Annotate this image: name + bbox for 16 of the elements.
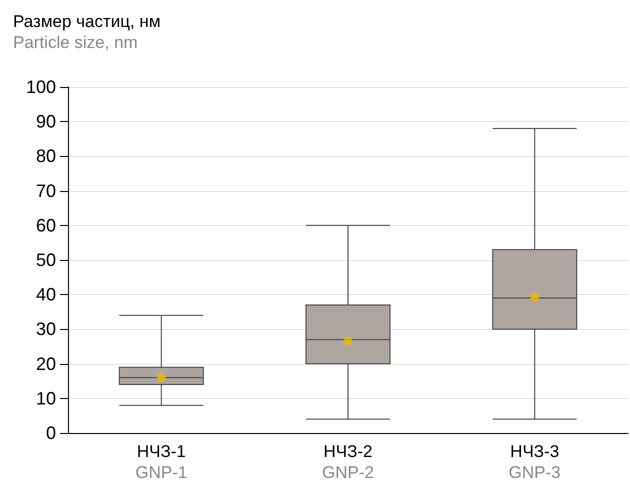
chart-subtitle: Particle size, nm <box>13 33 138 52</box>
y-tick-label: 70 <box>36 180 56 201</box>
y-tick-label: 100 <box>26 77 56 97</box>
y-tick-label: 20 <box>36 354 56 374</box>
y-tick-label: 40 <box>36 284 56 305</box>
y-tick-label: 80 <box>36 146 56 166</box>
y-tick-label: 30 <box>36 319 56 340</box>
x-tick-label: НЧЗ-2 GNP-2 <box>322 442 374 482</box>
y-tick-label: 0 <box>46 423 56 443</box>
y-tick-label: 10 <box>36 388 56 408</box>
y-tick-label: 50 <box>36 250 56 270</box>
x-tick-label: НЧЗ-3 GNP-3 <box>508 442 561 482</box>
x-tick-label: НЧЗ-1 GNP-1 <box>135 442 188 482</box>
y-tick-label: 60 <box>36 215 56 236</box>
chart-title: Размер частиц, нм <box>13 12 161 31</box>
y-tick-label: 90 <box>36 112 56 132</box>
